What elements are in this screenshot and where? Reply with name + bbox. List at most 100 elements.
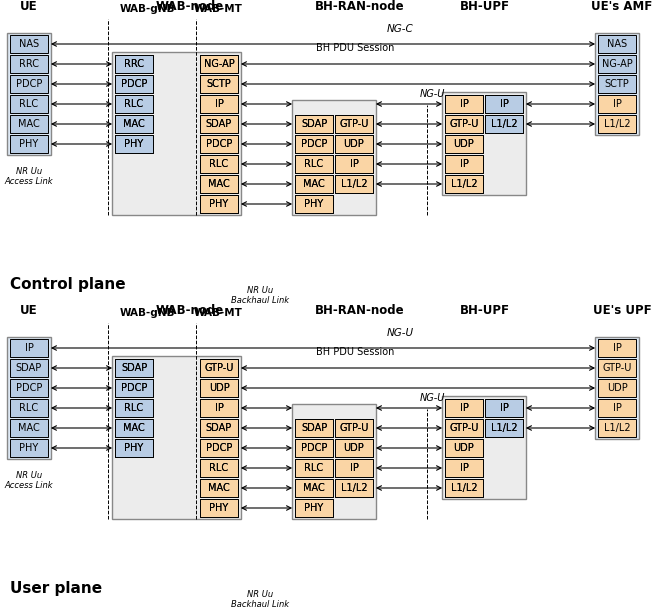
Bar <box>7 337 51 459</box>
Bar <box>485 95 523 113</box>
Text: IP: IP <box>613 99 621 109</box>
Bar <box>445 115 483 133</box>
Text: L1/L2: L1/L2 <box>341 179 368 189</box>
Text: RLC: RLC <box>19 99 39 109</box>
Bar <box>7 33 51 155</box>
Text: UDP: UDP <box>607 383 627 393</box>
Bar <box>115 399 153 417</box>
Text: RRC: RRC <box>19 59 39 69</box>
Bar <box>200 379 238 397</box>
Bar <box>115 399 153 417</box>
Bar <box>115 55 153 73</box>
Text: RLC: RLC <box>209 463 228 473</box>
Text: PDCP: PDCP <box>301 139 327 149</box>
Text: MAC: MAC <box>123 119 145 129</box>
Bar <box>335 115 373 133</box>
Text: RLC: RLC <box>209 159 228 169</box>
Bar <box>10 135 48 153</box>
Text: UDP: UDP <box>344 139 364 149</box>
Text: GTP-U: GTP-U <box>450 119 479 129</box>
Bar <box>295 459 333 477</box>
Bar <box>115 379 153 397</box>
Text: PDCP: PDCP <box>121 79 147 89</box>
Text: PDCP: PDCP <box>206 139 232 149</box>
Text: PHY: PHY <box>19 443 39 453</box>
Text: IP: IP <box>350 159 358 169</box>
Text: PHY: PHY <box>304 199 324 209</box>
Text: IP: IP <box>613 403 621 413</box>
Text: L1/L2: L1/L2 <box>491 119 517 129</box>
Text: MAC: MAC <box>303 483 325 493</box>
Text: PDCP: PDCP <box>121 383 147 393</box>
Text: UE: UE <box>20 305 38 317</box>
Bar <box>295 419 333 437</box>
Text: PHY: PHY <box>209 503 228 513</box>
Text: NG-AP: NG-AP <box>601 59 633 69</box>
Text: IP: IP <box>350 159 358 169</box>
Text: PHY: PHY <box>304 199 324 209</box>
Bar <box>200 55 238 73</box>
Text: SDAP: SDAP <box>206 119 232 129</box>
Bar <box>335 115 373 133</box>
Text: PDCP: PDCP <box>121 79 147 89</box>
Bar <box>598 419 636 437</box>
Text: WAB-MT: WAB-MT <box>194 4 242 14</box>
Bar <box>295 115 333 133</box>
Text: L1/L2: L1/L2 <box>451 483 478 493</box>
Text: UE's UPF: UE's UPF <box>593 304 651 317</box>
Text: UE: UE <box>20 1 38 13</box>
Bar <box>295 439 333 457</box>
Bar <box>485 419 523 437</box>
Text: PHY: PHY <box>125 443 144 453</box>
Bar <box>598 75 636 93</box>
Text: MAC: MAC <box>208 179 230 189</box>
Text: SDAP: SDAP <box>301 423 327 433</box>
Bar <box>295 195 333 213</box>
Text: PDCP: PDCP <box>206 139 232 149</box>
Bar <box>200 359 238 377</box>
Text: UDP: UDP <box>208 383 229 393</box>
Bar <box>445 155 483 173</box>
Text: L1/L2: L1/L2 <box>603 119 630 129</box>
Text: SCTP: SCTP <box>605 79 629 89</box>
Text: RLC: RLC <box>125 99 144 109</box>
Text: WAB-node: WAB-node <box>156 0 224 13</box>
Text: L1/L2: L1/L2 <box>341 179 368 189</box>
Text: SDAP: SDAP <box>121 363 147 373</box>
Bar <box>445 135 483 153</box>
Text: RLC: RLC <box>209 159 228 169</box>
Bar <box>200 439 238 457</box>
Bar <box>598 95 636 113</box>
Text: IP: IP <box>613 343 621 353</box>
Text: SDAP: SDAP <box>301 423 327 433</box>
Bar <box>200 479 238 497</box>
Bar <box>295 499 333 517</box>
Bar <box>485 419 523 437</box>
Text: L1/L2: L1/L2 <box>341 483 368 493</box>
Text: WAB-gNB: WAB-gNB <box>119 308 174 318</box>
Bar <box>335 175 373 193</box>
Bar <box>335 459 373 477</box>
Text: GTP-U: GTP-U <box>450 423 479 433</box>
Bar <box>200 155 238 173</box>
Text: BH-UPF: BH-UPF <box>460 0 510 13</box>
Bar <box>445 399 483 417</box>
Text: PDCP: PDCP <box>206 443 232 453</box>
Bar <box>445 399 483 417</box>
Bar <box>115 439 153 457</box>
Text: IP: IP <box>214 99 223 109</box>
Bar <box>292 404 376 519</box>
Text: WAB-node: WAB-node <box>156 304 224 317</box>
Text: UDP: UDP <box>454 443 474 453</box>
Bar <box>115 75 153 93</box>
Text: MAC: MAC <box>123 119 145 129</box>
Text: BH PDU Session: BH PDU Session <box>316 43 394 53</box>
Bar <box>10 75 48 93</box>
Bar <box>485 115 523 133</box>
Text: UE's AMF: UE's AMF <box>591 0 653 13</box>
Text: IP: IP <box>460 463 468 473</box>
Text: RLC: RLC <box>304 463 324 473</box>
Bar <box>10 339 48 357</box>
Text: MAC: MAC <box>123 423 145 433</box>
Bar <box>10 439 48 457</box>
